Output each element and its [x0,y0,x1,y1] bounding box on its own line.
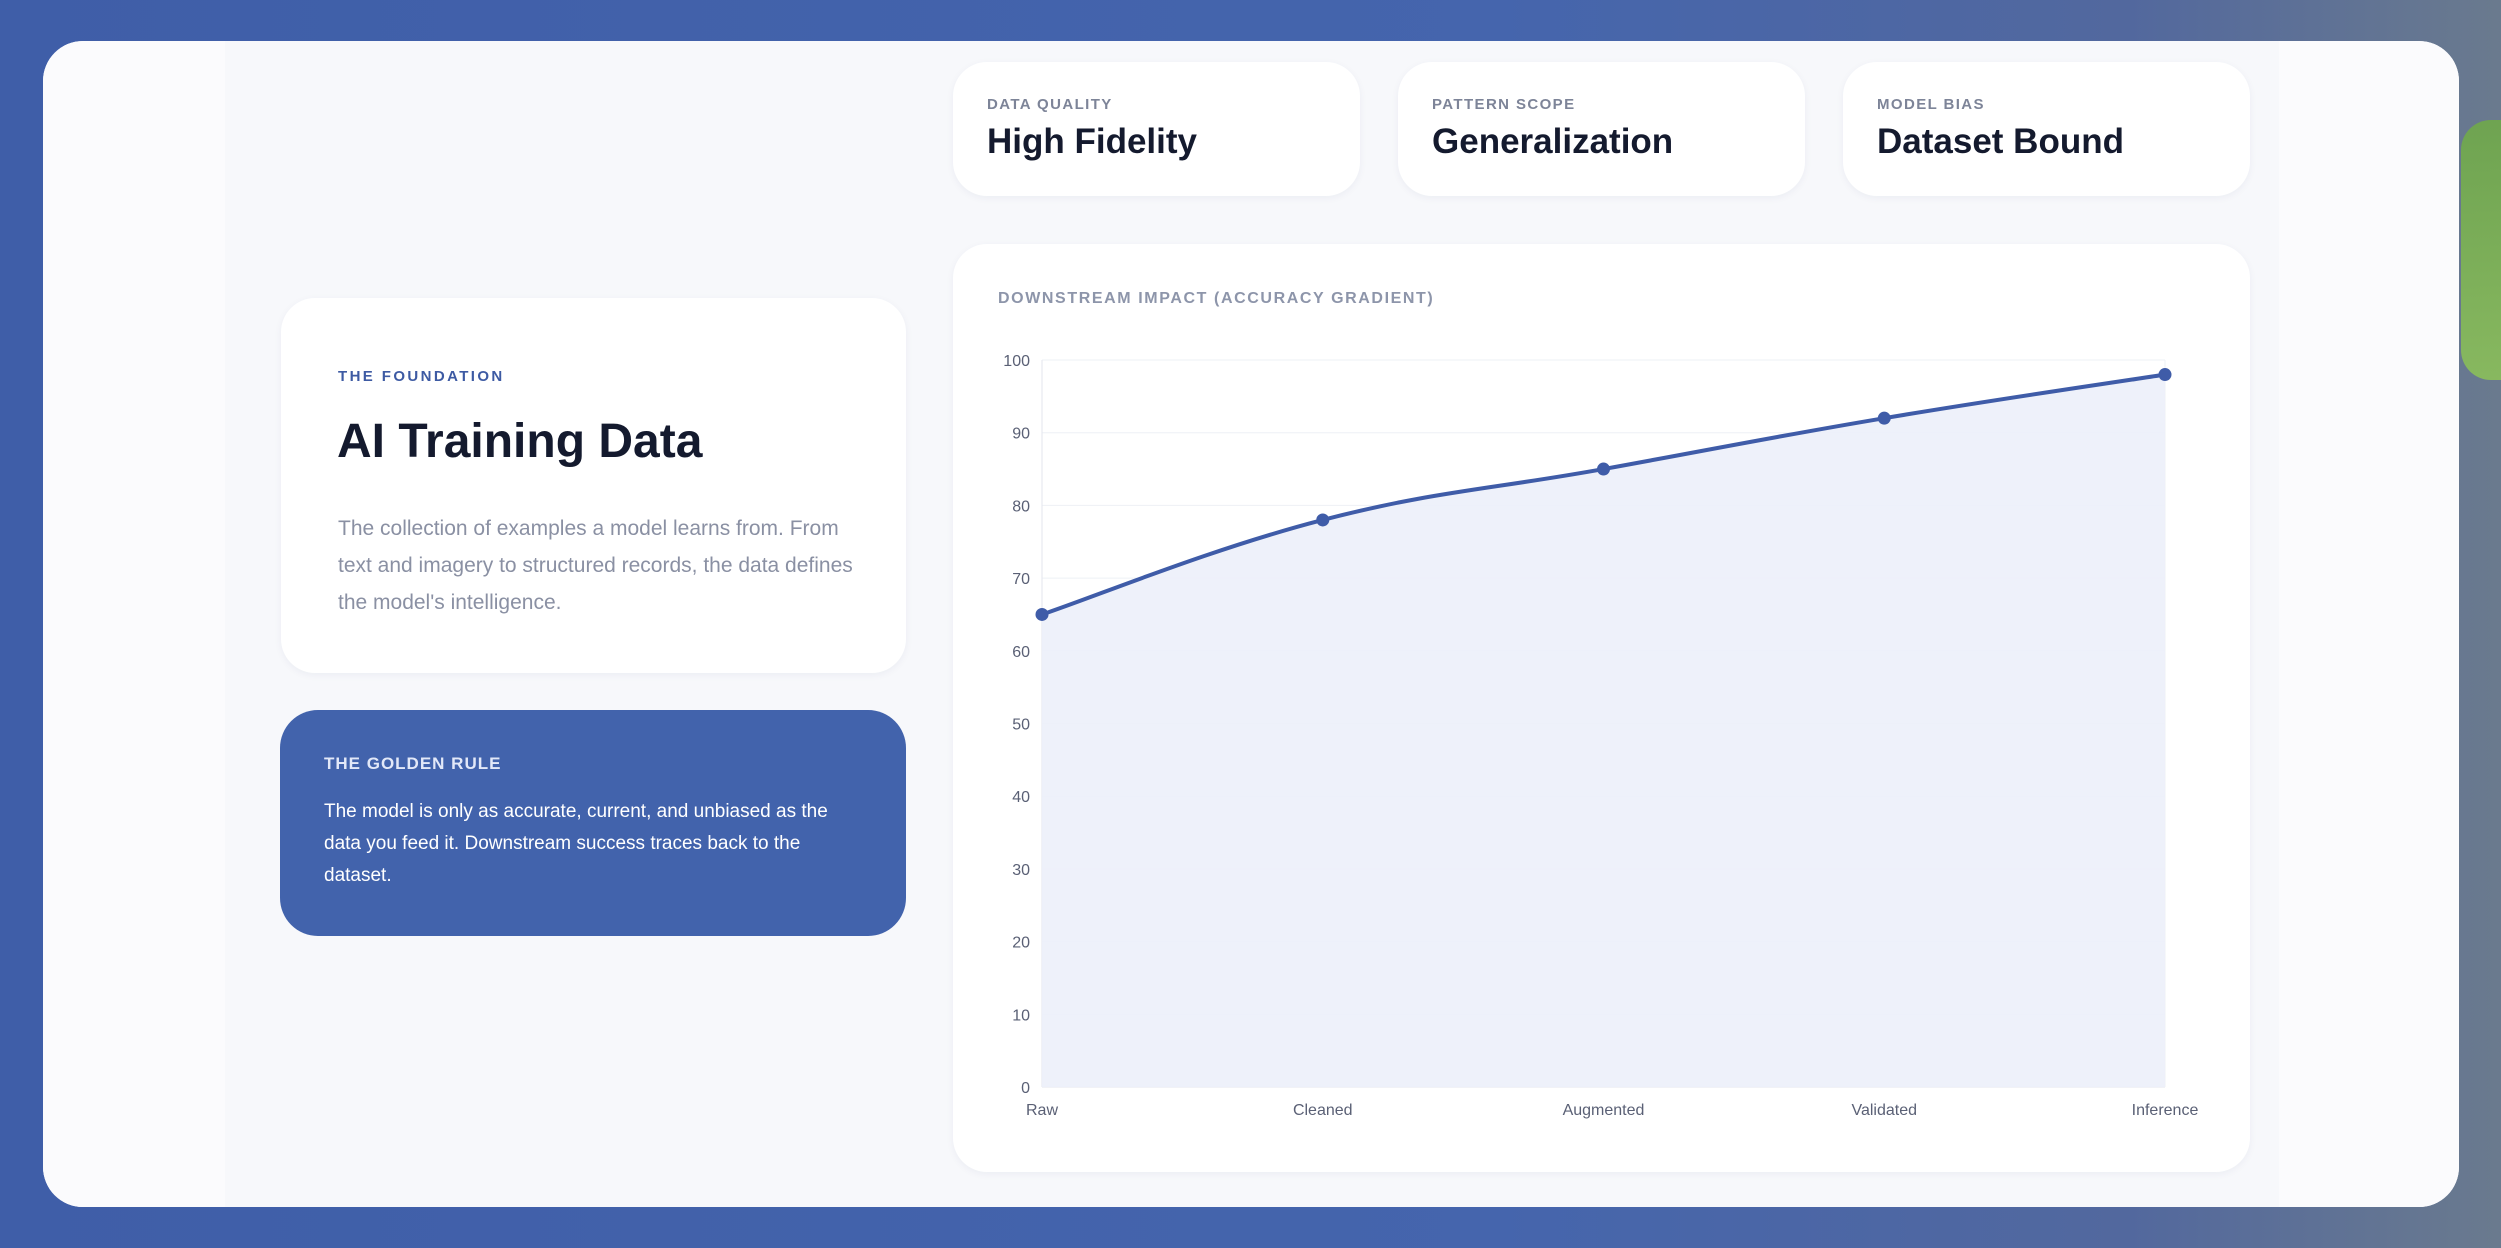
y-tick-label: 70 [1012,571,1030,588]
data-point-augmented [1597,462,1610,476]
stat-card-data-quality: DATA QUALITY High Fidelity [953,62,1360,196]
y-tick-label: 50 [1012,717,1030,734]
data-point-cleaned [1316,513,1330,527]
stat-value: Dataset Bound [1877,122,2124,161]
foundation-card: THE FOUNDATION AI Training Data The coll… [281,298,906,673]
stat-value: High Fidelity [987,122,1197,161]
y-tick-label: 40 [1012,789,1030,806]
slide-frame: DATA QUALITY High Fidelity PATTERN SCOPE… [43,41,2459,1207]
chart-card: DOWNSTREAM IMPACT (ACCURACY GRADIENT) 0 1… [953,244,2250,1172]
y-tick-label: 90 [1012,426,1030,443]
data-point-validated [1877,411,1891,425]
chart-title: DOWNSTREAM IMPACT (ACCURACY GRADIENT) [998,290,1435,307]
y-tick-label: 20 [1012,935,1030,952]
foundation-eyebrow: THE FOUNDATION [338,368,505,385]
foundation-description: The collection of examples a model learn… [338,517,853,614]
y-tick-label: 100 [1003,353,1030,370]
y-tick-label: 60 [1012,644,1030,661]
foundation-title: AI Training Data [337,415,703,468]
stat-card-model-bias: MODEL BIAS Dataset Bound [1843,62,2250,196]
stat-value: Generalization [1432,122,1674,161]
frame-right-panel [2279,41,2459,1207]
series-area [1042,374,2165,1087]
golden-rule-text: The model is only as accurate, current, … [324,801,828,886]
data-point-raw [1035,607,1049,621]
stat-card-pattern-scope: PATTERN SCOPE Generalization [1398,62,1805,196]
y-tick-label: 80 [1012,498,1030,515]
x-tick-label: Augmented [1563,1102,1645,1119]
golden-rule-title: THE GOLDEN RULE [324,754,502,773]
accuracy-chart: 0 10 20 30 40 50 60 70 80 90 100 Raw Cleaned Augmente… [1003,353,2199,1119]
y-tick-label: 30 [1012,862,1030,879]
x-tick-label: Cleaned [1293,1102,1353,1119]
frame-left-panel [43,41,225,1207]
x-tick-label: Raw [1026,1102,1058,1119]
data-point-inference [2158,368,2172,382]
background-plant [2461,120,2501,380]
stat-label: PATTERN SCOPE [1432,96,1576,113]
stat-label: MODEL BIAS [1877,96,1985,113]
stat-label: DATA QUALITY [987,96,1113,113]
y-tick-label: 10 [1012,1007,1030,1024]
golden-rule-card: THE GOLDEN RULE The model is only as acc… [280,710,906,936]
y-tick-label: 0 [1021,1080,1030,1097]
x-tick-label: Validated [1851,1102,1917,1119]
x-tick-label: Inference [2132,1102,2199,1119]
